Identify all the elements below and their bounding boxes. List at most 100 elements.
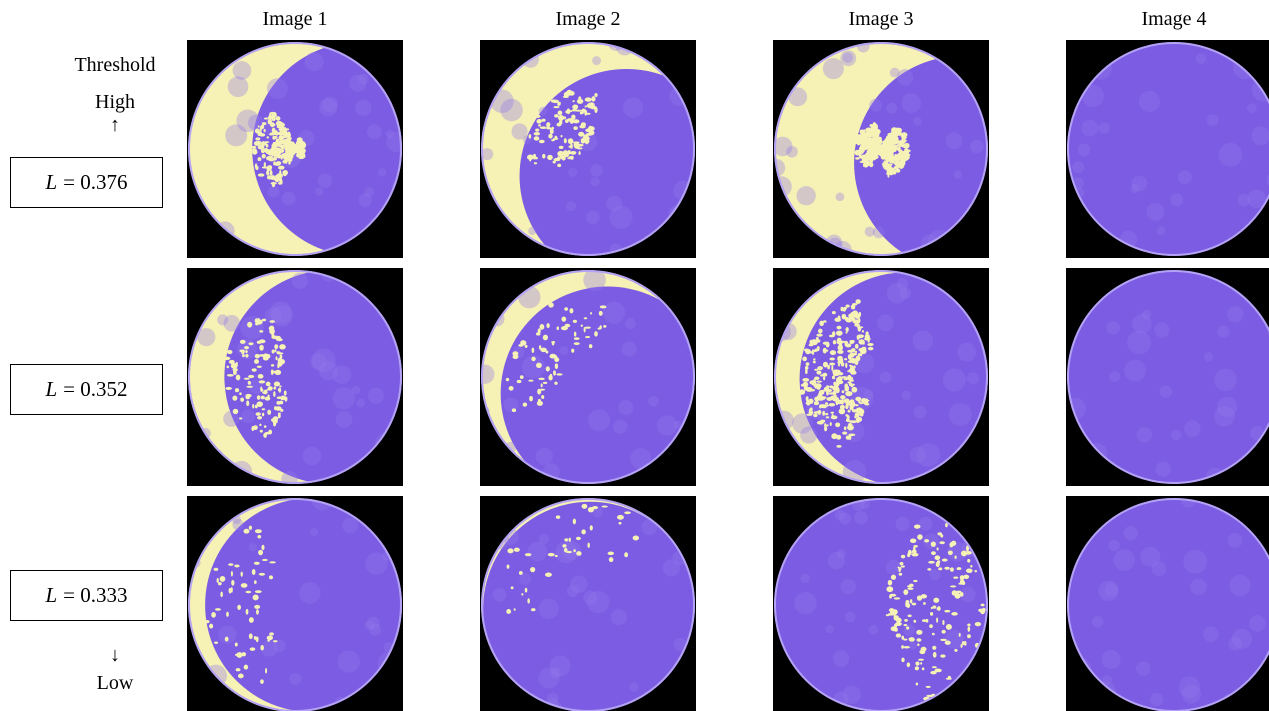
speck	[822, 373, 827, 377]
speck	[258, 157, 262, 161]
speck	[545, 572, 552, 577]
speck	[269, 328, 275, 334]
speck	[913, 580, 917, 582]
speck	[290, 156, 292, 160]
speck	[897, 159, 899, 162]
speck	[534, 162, 537, 164]
speck	[541, 383, 543, 387]
speck	[833, 340, 836, 344]
speck	[278, 166, 285, 170]
speck	[801, 384, 806, 387]
speck	[259, 424, 261, 427]
speck	[525, 553, 532, 556]
speck	[896, 618, 902, 623]
speck	[907, 585, 912, 587]
speck	[574, 342, 580, 345]
speck	[823, 376, 825, 380]
texture	[606, 196, 622, 212]
speck	[895, 154, 898, 157]
speck	[894, 140, 897, 144]
speck	[809, 340, 813, 345]
speck	[539, 140, 545, 143]
speck	[857, 323, 859, 326]
speck	[808, 351, 814, 353]
texture	[1157, 226, 1166, 235]
speck	[581, 138, 584, 143]
speck	[234, 564, 239, 567]
speck	[846, 435, 851, 439]
speck	[538, 124, 541, 127]
speck	[269, 561, 276, 563]
speck	[572, 105, 578, 110]
texture	[845, 612, 856, 623]
speck	[907, 587, 913, 590]
speck	[840, 307, 843, 312]
texture	[549, 655, 570, 676]
texture	[864, 390, 873, 399]
speck	[864, 337, 871, 341]
speck	[519, 571, 523, 575]
speck	[248, 381, 251, 385]
speck	[536, 119, 541, 124]
speck	[246, 400, 249, 406]
speck	[817, 346, 820, 350]
speck	[935, 669, 942, 673]
speck	[591, 96, 595, 102]
texture	[967, 372, 979, 384]
speck	[280, 409, 283, 412]
speck	[529, 396, 533, 402]
texture	[1228, 533, 1243, 548]
texture	[1154, 322, 1169, 337]
texture	[901, 93, 921, 113]
speck	[898, 146, 901, 152]
speck	[617, 515, 624, 520]
speck	[254, 636, 257, 640]
speck	[891, 576, 895, 579]
speck	[829, 363, 835, 366]
speck	[857, 408, 861, 411]
speck	[927, 568, 931, 571]
texture	[603, 302, 625, 324]
texture	[912, 330, 933, 351]
texture	[357, 399, 365, 407]
speck	[573, 549, 576, 552]
speck	[888, 580, 893, 586]
speck	[897, 566, 899, 568]
speck	[966, 568, 973, 572]
speck	[530, 567, 535, 572]
speck	[252, 146, 257, 148]
speck	[215, 608, 221, 611]
speck	[578, 144, 584, 147]
speck	[258, 374, 264, 379]
speck	[227, 350, 232, 354]
texture	[833, 650, 850, 667]
speck	[816, 371, 821, 375]
speck	[903, 646, 910, 649]
speck	[269, 320, 274, 323]
speck	[872, 155, 878, 159]
speck	[261, 149, 265, 154]
texture	[930, 569, 941, 580]
texture	[1105, 583, 1118, 596]
texture	[228, 76, 249, 97]
speck	[555, 363, 558, 369]
speck	[580, 112, 583, 115]
speck	[859, 135, 866, 139]
speck	[584, 317, 588, 319]
texture	[586, 211, 600, 225]
speck	[293, 148, 298, 151]
texture	[1160, 385, 1173, 398]
speck	[242, 354, 245, 357]
speck	[933, 598, 939, 603]
speck	[829, 403, 835, 406]
speck	[245, 354, 248, 358]
speck	[252, 569, 256, 575]
speck	[887, 149, 893, 154]
texture	[1136, 427, 1152, 443]
speck	[548, 302, 554, 307]
speck	[585, 336, 590, 338]
speck	[817, 366, 823, 370]
speck	[259, 573, 265, 576]
speck	[260, 551, 262, 555]
speck	[244, 665, 249, 670]
